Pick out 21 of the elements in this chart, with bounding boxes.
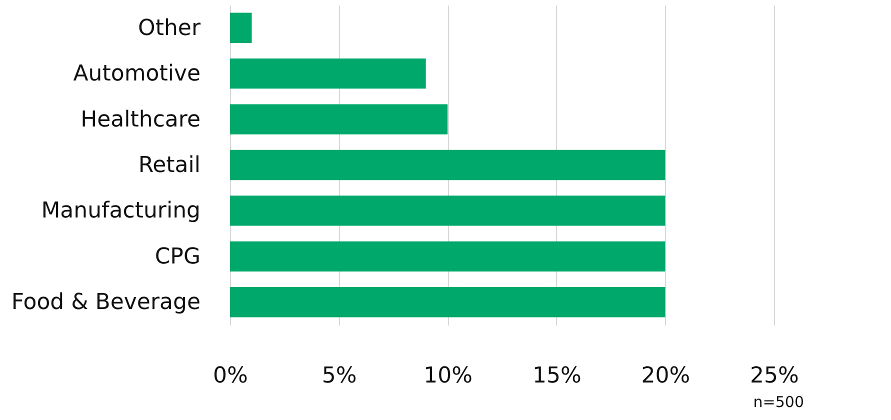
y-tick-label: Retail — [138, 153, 200, 178]
bar — [230, 58, 426, 89]
x-tick-label: 20% — [641, 364, 690, 388]
bar — [230, 287, 666, 318]
bar — [230, 12, 252, 43]
x-tick-label: 0% — [213, 364, 248, 388]
text: n=500 — [753, 393, 804, 411]
y-tick-label: Other — [138, 16, 202, 41]
x-tick-label: 10% — [424, 364, 473, 388]
y-tick-label: CPG — [154, 244, 200, 270]
x-tick-label: 25% — [750, 364, 799, 388]
y-tick-label: Healthcare — [80, 107, 200, 132]
bar — [230, 241, 666, 272]
bar — [230, 104, 448, 134]
y-tick-label: Food & Beverage — [11, 290, 200, 316]
bar — [230, 150, 666, 180]
bar — [230, 196, 666, 226]
x-tick-label: 15% — [532, 364, 582, 388]
y-tick-label: Manufacturing — [41, 198, 200, 224]
x-tick-label: 5% — [322, 364, 357, 388]
y-tick-label: Automotive — [73, 62, 200, 87]
